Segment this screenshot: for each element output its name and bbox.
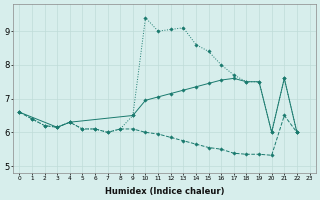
X-axis label: Humidex (Indice chaleur): Humidex (Indice chaleur) (105, 187, 224, 196)
